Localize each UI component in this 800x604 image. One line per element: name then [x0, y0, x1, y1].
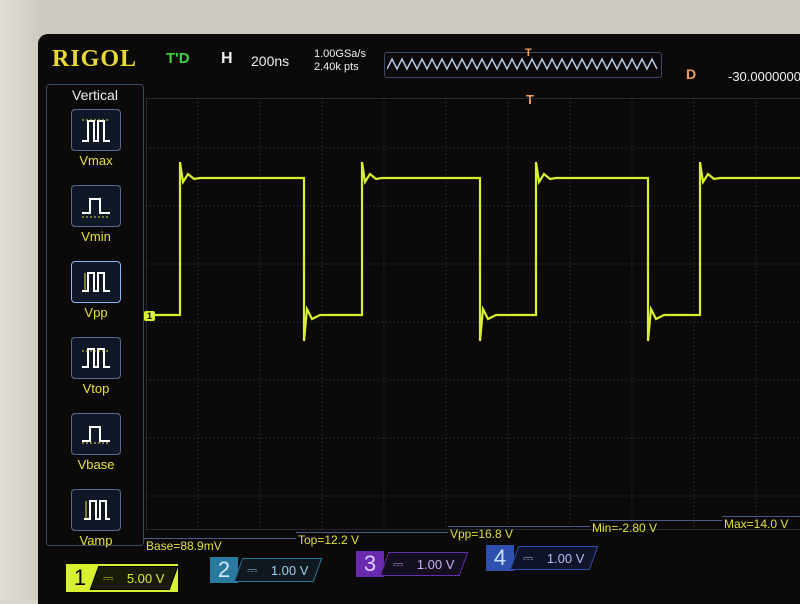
measure-label: Vpp: [84, 305, 108, 320]
waveform-grid: [146, 98, 800, 530]
vpp-icon: [71, 261, 121, 303]
coupling-icon: ⎓: [247, 562, 258, 577]
horizontal-label: H: [221, 50, 233, 67]
measure-vpp[interactable]: Vpp: [71, 261, 121, 320]
status-bar: RIGOL T'D H 200ns 1.00GSa/s 2.40k pts T …: [38, 34, 800, 107]
bottom-bar: Base=88.9mV Top=12.2 V Vpp=16.8 V Min=-2…: [38, 514, 800, 604]
measure-label: Vtop: [82, 381, 110, 396]
channel-3-settings[interactable]: 3 ⎓ 1.00 V: [356, 550, 469, 578]
measure-sidebar: Vertical Vmax Vmin Vpp Vtop Vbase Vamp: [46, 84, 144, 548]
channel1-ground-marker[interactable]: 1: [144, 311, 156, 321]
channel-1-settings[interactable]: 1 ⎓ 5.00 V: [66, 564, 179, 592]
measure-vbase[interactable]: Vbase: [71, 413, 121, 472]
channel-2-settings[interactable]: 2 ⎓ 1.00 V: [210, 556, 323, 584]
coupling-icon: ⎓: [393, 556, 404, 571]
oscilloscope-screen: RIGOL T'D H 200ns 1.00GSa/s 2.40k pts T …: [38, 34, 800, 604]
grid-border: [146, 98, 800, 530]
channel-scale: 1.00 V: [547, 550, 585, 566]
coupling-icon: ⎓: [103, 570, 114, 585]
vbase-icon: [71, 413, 121, 455]
measure-label: Vmin: [81, 229, 111, 244]
measurement-base: Base=88.9mV: [144, 538, 296, 555]
delay-value[interactable]: -30.0000000: [728, 69, 800, 84]
memory-waveform-icon: [387, 57, 658, 71]
measure-label: Vamp: [79, 533, 113, 548]
channel-scale: 1.00 V: [271, 562, 309, 578]
channel-number: 2: [210, 557, 238, 583]
trigger-status: T'D: [166, 50, 190, 67]
vamp-icon: [71, 489, 121, 531]
vmax-icon: [71, 109, 121, 151]
vtop-icon: [71, 337, 121, 379]
vmin-icon: [71, 185, 121, 227]
acquisition-info: 1.00GSa/s 2.40k pts: [314, 48, 366, 74]
measure-vamp[interactable]: Vamp: [71, 489, 121, 548]
channel-scale: 5.00 V: [127, 570, 165, 586]
measurement-min: Min=-2.80 V: [590, 520, 722, 537]
delay-label: D: [686, 66, 697, 82]
channel-1-trace: [146, 161, 800, 342]
measure-vmin[interactable]: Vmin: [71, 185, 121, 244]
channel-number: 4: [486, 545, 514, 571]
trigger-time-marker[interactable]: T: [526, 92, 534, 107]
channel-4-settings[interactable]: 4 ⎓ 1.00 V: [486, 544, 599, 572]
channel-number: 1: [73, 565, 87, 590]
trigger-position-marker: T: [525, 47, 532, 59]
channel-scale: 1.00 V: [417, 556, 455, 572]
memory-overview: T: [384, 47, 662, 78]
memory-depth: 2.40k pts: [314, 61, 359, 73]
sidebar-title: Vertical: [72, 87, 118, 103]
brand-logo: RIGOL: [52, 46, 138, 72]
coupling-icon: ⎓: [523, 550, 534, 565]
measure-vtop[interactable]: Vtop: [71, 337, 121, 396]
channel-number: 3: [356, 551, 384, 577]
measurement-vpp: Vpp=16.8 V: [448, 526, 590, 543]
measure-label: Vbase: [77, 457, 115, 472]
sample-rate: 1.00GSa/s: [314, 48, 366, 60]
measure-label: Vmax: [79, 153, 113, 168]
measurement-max: Max=14.0 V: [722, 516, 800, 533]
timebase-value[interactable]: 200ns: [251, 53, 290, 69]
measurement-top: Top=12.2 V: [296, 532, 448, 549]
measure-vmax[interactable]: Vmax: [71, 109, 121, 168]
